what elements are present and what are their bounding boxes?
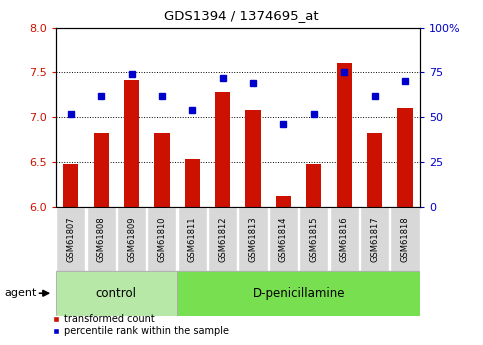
Bar <box>56 271 177 316</box>
Bar <box>117 207 146 271</box>
Text: GSM61813: GSM61813 <box>249 216 257 262</box>
Bar <box>56 207 85 271</box>
Bar <box>208 207 237 271</box>
Text: GSM61814: GSM61814 <box>279 216 288 262</box>
Bar <box>239 207 268 271</box>
Bar <box>367 134 382 207</box>
Bar <box>154 134 170 207</box>
Text: GSM61815: GSM61815 <box>309 216 318 262</box>
Bar <box>337 63 352 207</box>
Bar <box>245 110 261 207</box>
Bar <box>63 164 78 207</box>
Text: GSM61816: GSM61816 <box>340 216 349 262</box>
Bar <box>178 207 207 271</box>
Bar <box>276 196 291 207</box>
Text: GSM61812: GSM61812 <box>218 216 227 262</box>
Bar <box>185 159 200 207</box>
Bar <box>306 164 322 207</box>
Text: GSM61811: GSM61811 <box>188 216 197 262</box>
Bar <box>360 207 389 271</box>
Bar <box>147 207 176 271</box>
Text: D-penicillamine: D-penicillamine <box>253 287 345 300</box>
Text: GSM61818: GSM61818 <box>400 216 410 262</box>
Bar <box>177 271 420 316</box>
Text: agent: agent <box>5 288 37 298</box>
Bar <box>86 207 116 271</box>
Bar <box>124 80 139 207</box>
Bar <box>269 207 298 271</box>
Text: control: control <box>96 287 137 300</box>
Bar <box>94 134 109 207</box>
Text: GSM61817: GSM61817 <box>370 216 379 262</box>
Text: GSM61807: GSM61807 <box>66 216 75 262</box>
Bar <box>215 92 230 207</box>
Bar <box>390 207 420 271</box>
Legend: transformed count, percentile rank within the sample: transformed count, percentile rank withi… <box>48 310 233 340</box>
Bar <box>398 108 412 207</box>
Text: GSM61810: GSM61810 <box>157 216 167 262</box>
Bar <box>299 207 328 271</box>
Bar <box>330 207 359 271</box>
Text: GDS1394 / 1374695_at: GDS1394 / 1374695_at <box>164 9 319 22</box>
Text: GSM61808: GSM61808 <box>97 216 106 262</box>
Text: GSM61809: GSM61809 <box>127 216 136 262</box>
